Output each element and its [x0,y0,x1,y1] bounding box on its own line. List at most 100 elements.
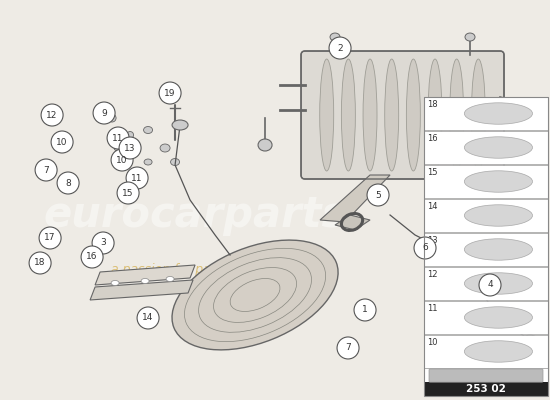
Text: 253 02: 253 02 [466,384,506,394]
Bar [424,382,548,396]
Ellipse shape [170,158,179,166]
Text: 16: 16 [86,252,98,262]
Circle shape [137,307,159,329]
Text: eurocarparts: eurocarparts [43,194,346,236]
Ellipse shape [172,240,338,350]
Text: 1: 1 [362,306,368,314]
Circle shape [81,246,103,268]
Text: 19: 19 [164,88,176,98]
Bar [424,335,548,368]
Text: 15: 15 [427,168,437,177]
Circle shape [111,149,133,171]
Polygon shape [335,215,370,230]
Text: 6: 6 [422,244,428,252]
Bar [424,368,548,382]
Ellipse shape [166,276,174,282]
Text: 12: 12 [46,110,58,120]
Ellipse shape [464,239,532,260]
Circle shape [107,127,129,149]
Ellipse shape [464,103,532,124]
Circle shape [159,82,181,104]
Ellipse shape [523,335,537,345]
Bar [424,131,548,164]
Circle shape [51,131,73,153]
Text: 8: 8 [65,178,71,188]
Circle shape [117,182,139,204]
Ellipse shape [464,205,532,226]
Text: 5: 5 [375,190,381,200]
Ellipse shape [471,59,485,171]
Ellipse shape [465,33,475,41]
Text: 11: 11 [427,304,437,313]
Ellipse shape [330,33,340,41]
Circle shape [41,104,63,126]
Text: 15: 15 [122,188,134,198]
Text: 13: 13 [124,144,136,152]
Text: 11: 11 [112,134,124,142]
Ellipse shape [172,120,188,130]
Polygon shape [90,280,193,300]
Bar [424,233,548,266]
Ellipse shape [108,114,116,122]
Text: 4: 4 [487,280,493,290]
Circle shape [479,274,501,296]
Bar [424,97,548,130]
Text: 10: 10 [117,156,128,164]
Text: 14: 14 [427,202,437,211]
Bar [424,97,548,396]
Ellipse shape [464,307,532,328]
Ellipse shape [450,59,464,171]
Text: a passion for parts since 1985: a passion for parts since 1985 [111,264,299,276]
Ellipse shape [464,273,532,294]
Text: 10: 10 [56,138,68,146]
Text: 10: 10 [427,338,437,347]
Text: 17: 17 [45,234,56,242]
Ellipse shape [144,159,152,165]
Bar [424,165,548,198]
Circle shape [93,102,115,124]
Circle shape [29,252,51,274]
Text: 11: 11 [131,174,143,182]
Bar [424,267,548,300]
FancyBboxPatch shape [429,369,543,382]
Circle shape [92,232,114,254]
Circle shape [39,227,61,249]
Ellipse shape [320,59,334,171]
Circle shape [329,37,351,59]
Ellipse shape [464,137,532,158]
Circle shape [126,167,148,189]
Text: 7: 7 [345,344,351,352]
Ellipse shape [363,59,377,171]
Ellipse shape [464,171,532,192]
Ellipse shape [464,341,532,362]
Circle shape [337,337,359,359]
Ellipse shape [384,59,399,171]
Text: 16: 16 [427,134,438,143]
Bar [424,301,548,334]
Ellipse shape [160,144,170,152]
Bar [424,199,548,232]
Ellipse shape [258,139,272,151]
Polygon shape [320,175,390,222]
Ellipse shape [114,145,122,151]
Ellipse shape [342,59,355,171]
FancyBboxPatch shape [301,51,504,179]
Ellipse shape [428,59,442,171]
Circle shape [367,184,389,206]
Text: 12: 12 [427,270,437,279]
Text: 2: 2 [337,44,343,52]
Text: 18: 18 [34,258,46,268]
Circle shape [35,159,57,181]
Text: 3: 3 [100,238,106,248]
Text: 14: 14 [142,314,154,322]
Ellipse shape [126,132,134,138]
Ellipse shape [438,245,452,255]
Polygon shape [95,265,195,285]
Circle shape [414,237,436,259]
Text: 13: 13 [427,236,438,245]
Ellipse shape [141,278,149,284]
Circle shape [354,299,376,321]
Ellipse shape [144,126,152,134]
Ellipse shape [406,59,420,171]
Circle shape [57,172,79,194]
